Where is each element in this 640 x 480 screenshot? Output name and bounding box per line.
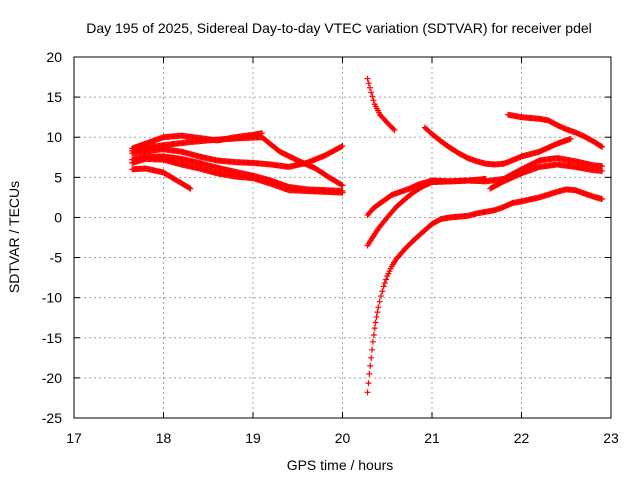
data-point xyxy=(370,331,377,338)
data-point xyxy=(366,84,373,91)
data-point xyxy=(339,143,346,150)
data-point xyxy=(383,276,390,283)
y-tick-label: -15 xyxy=(42,330,62,346)
y-tick-label: 15 xyxy=(46,89,62,105)
data-point xyxy=(381,279,388,286)
axis-ticks: 17 18 19 20 21 22 23 -25 -20 -15 -10 -5 0 5 10 15 20 xyxy=(42,49,619,446)
series-arc-k xyxy=(364,155,606,249)
y-tick-label: -10 xyxy=(42,290,62,306)
series-arc-e xyxy=(129,165,194,192)
data-point xyxy=(367,362,374,369)
x-tick-label: 17 xyxy=(66,430,82,446)
data-point xyxy=(376,298,383,305)
plot-frame xyxy=(73,56,612,419)
data-point xyxy=(365,80,372,87)
data-point xyxy=(599,167,606,174)
series-arc-g xyxy=(364,75,398,134)
y-tick-label: 0 xyxy=(54,209,62,225)
y-tick-label: -5 xyxy=(50,250,63,266)
data-point xyxy=(365,380,372,387)
data-point xyxy=(377,293,384,300)
data-point xyxy=(379,288,386,295)
x-tick-label: 20 xyxy=(335,430,351,446)
data-point xyxy=(364,75,371,82)
y-tick-label: -25 xyxy=(42,410,62,426)
data-point xyxy=(391,127,398,134)
data-point xyxy=(369,346,376,353)
data-point xyxy=(187,185,194,192)
y-tick-label: 5 xyxy=(54,169,62,185)
data-point xyxy=(390,125,397,132)
grid-lines xyxy=(74,57,611,418)
data-point xyxy=(368,89,375,96)
y-tick-label: 20 xyxy=(46,49,62,65)
data-point xyxy=(339,182,346,189)
data-point xyxy=(373,313,380,320)
data-point xyxy=(338,181,345,188)
data-point xyxy=(597,143,604,150)
data-point xyxy=(371,325,378,332)
series-arc-f xyxy=(129,134,346,189)
y-tick-label: -20 xyxy=(42,370,62,386)
x-tick-label: 18 xyxy=(156,430,172,446)
data-point xyxy=(369,338,376,345)
series-arc-m xyxy=(487,161,606,192)
series-arc-l xyxy=(364,186,606,396)
x-tick-label: 23 xyxy=(603,430,619,446)
data-point xyxy=(338,143,345,150)
y-tick-label: 10 xyxy=(46,129,62,145)
chart-title: Day 195 of 2025, Sidereal Day-to-day VTE… xyxy=(86,20,592,36)
data-point xyxy=(370,97,377,104)
data-point xyxy=(375,304,382,311)
series-arc-n xyxy=(505,135,574,166)
data-point xyxy=(374,309,381,316)
data-points xyxy=(129,75,606,396)
series-arc-i xyxy=(505,111,606,150)
data-point xyxy=(380,283,387,290)
data-point xyxy=(599,143,606,150)
series-arc-d xyxy=(129,155,346,196)
data-point xyxy=(366,370,373,377)
data-point xyxy=(368,354,375,361)
y-axis-label: SDTVAR / TECUs xyxy=(6,181,22,293)
data-point xyxy=(339,189,346,196)
data-point xyxy=(186,184,193,191)
data-point xyxy=(599,195,606,202)
x-axis-label: GPS time / hours xyxy=(287,457,394,473)
x-tick-label: 19 xyxy=(245,430,261,446)
x-tick-label: 22 xyxy=(514,430,530,446)
data-point xyxy=(372,319,379,326)
series-arc-h xyxy=(421,124,512,168)
data-point xyxy=(364,389,371,396)
data-point xyxy=(567,135,574,142)
x-tick-label: 21 xyxy=(424,430,440,446)
data-point xyxy=(369,93,376,100)
